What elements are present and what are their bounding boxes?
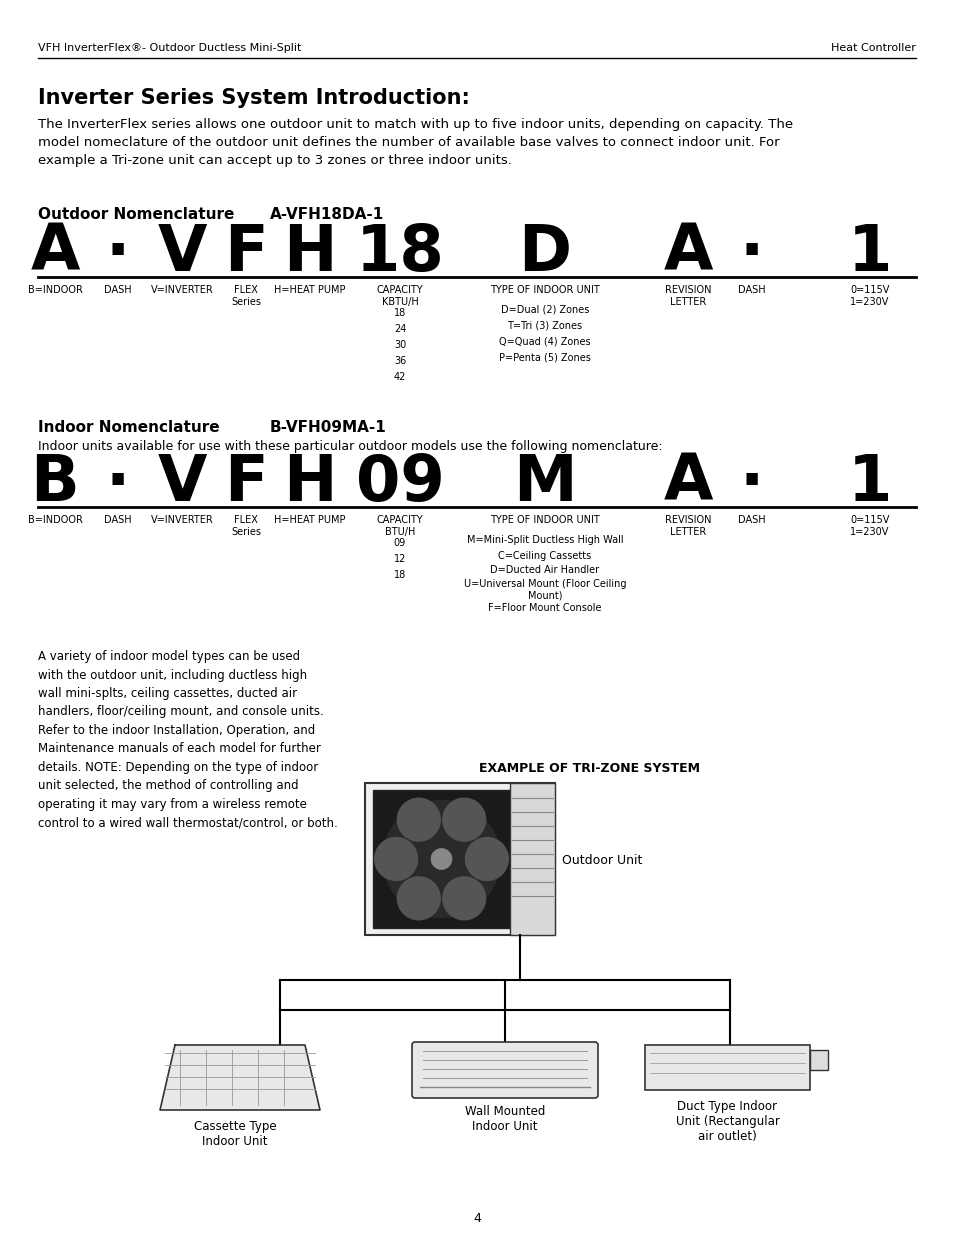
Text: 09: 09: [394, 538, 406, 548]
Text: FLEX
Series: FLEX Series: [231, 515, 261, 537]
Text: Indoor Nomenclature: Indoor Nomenclature: [38, 420, 219, 435]
Polygon shape: [160, 1045, 319, 1110]
Text: 09: 09: [355, 452, 444, 514]
Bar: [809, 1050, 827, 1070]
Text: DASH: DASH: [738, 285, 765, 295]
Text: Heat Controller: Heat Controller: [830, 43, 915, 53]
Text: TYPE OF INDOOR UNIT: TYPE OF INDOOR UNIT: [490, 515, 599, 525]
Text: A variety of indoor model types can be used
with the outdoor unit, including duc: A variety of indoor model types can be u…: [38, 650, 337, 830]
Circle shape: [383, 800, 499, 918]
Text: M=Mini-Split Ductless High Wall: M=Mini-Split Ductless High Wall: [466, 535, 622, 545]
Text: CAPACITY
KBTU/H: CAPACITY KBTU/H: [376, 285, 423, 308]
Text: ·: ·: [106, 452, 130, 514]
Text: V: V: [157, 222, 207, 284]
Text: A-VFH18DA-1: A-VFH18DA-1: [270, 207, 384, 222]
Text: D=Dual (2) Zones: D=Dual (2) Zones: [500, 305, 589, 315]
Text: Duct Type Indoor
Unit (Rectangular
air outlet): Duct Type Indoor Unit (Rectangular air o…: [675, 1100, 779, 1144]
Text: Inverter Series System Introduction:: Inverter Series System Introduction:: [38, 88, 470, 107]
Text: P=Penta (5) Zones: P=Penta (5) Zones: [498, 353, 590, 363]
Text: H=HEAT PUMP: H=HEAT PUMP: [274, 285, 345, 295]
Text: B: B: [30, 452, 79, 514]
Text: 18: 18: [355, 222, 444, 284]
Text: A: A: [662, 222, 712, 284]
Text: 18: 18: [394, 308, 406, 317]
Text: B=INDOOR: B=INDOOR: [28, 285, 82, 295]
FancyBboxPatch shape: [412, 1042, 598, 1098]
Text: B=INDOOR: B=INDOOR: [28, 515, 82, 525]
Text: H: H: [283, 222, 336, 284]
Text: REVISION
LETTER: REVISION LETTER: [664, 285, 711, 308]
Bar: [510, 783, 555, 935]
Text: H: H: [283, 452, 336, 514]
Text: 4: 4: [473, 1212, 480, 1224]
Circle shape: [396, 798, 440, 842]
Text: F: F: [224, 452, 268, 514]
Text: 18: 18: [394, 571, 406, 580]
Text: D=Ducted Air Handler: D=Ducted Air Handler: [490, 564, 598, 576]
Text: 24: 24: [394, 324, 406, 333]
Text: 1: 1: [847, 222, 891, 284]
Text: 36: 36: [394, 356, 406, 366]
Text: DASH: DASH: [104, 515, 132, 525]
Text: H=HEAT PUMP: H=HEAT PUMP: [274, 515, 345, 525]
Text: T=Tri (3) Zones: T=Tri (3) Zones: [507, 321, 582, 331]
Text: FLEX
Series: FLEX Series: [231, 285, 261, 308]
Text: Q=Quad (4) Zones: Q=Quad (4) Zones: [498, 337, 590, 347]
Text: B-VFH09MA-1: B-VFH09MA-1: [270, 420, 386, 435]
Text: 12: 12: [394, 555, 406, 564]
Text: V=INVERTER: V=INVERTER: [151, 285, 213, 295]
Text: EXAMPLE OF TRI-ZONE SYSTEM: EXAMPLE OF TRI-ZONE SYSTEM: [479, 762, 700, 776]
Text: Wall Mounted
Indoor Unit: Wall Mounted Indoor Unit: [464, 1105, 544, 1132]
Text: M: M: [513, 452, 577, 514]
Text: DASH: DASH: [104, 285, 132, 295]
Text: ·: ·: [106, 222, 130, 284]
Text: C=Ceiling Cassetts: C=Ceiling Cassetts: [497, 551, 591, 561]
Text: 1: 1: [847, 452, 891, 514]
Text: 0=115V
1=230V: 0=115V 1=230V: [849, 515, 889, 537]
Bar: [644, 1045, 809, 1091]
Text: ·: ·: [740, 452, 763, 514]
Text: A: A: [662, 452, 712, 514]
Text: The InverterFlex series allows one outdoor unit to match with up to five indoor : The InverterFlex series allows one outdo…: [38, 119, 792, 167]
Text: REVISION
LETTER: REVISION LETTER: [664, 515, 711, 537]
Text: F=Floor Mount Console: F=Floor Mount Console: [488, 603, 601, 613]
Text: TYPE OF INDOOR UNIT: TYPE OF INDOOR UNIT: [490, 285, 599, 295]
Text: ·: ·: [740, 222, 763, 284]
Circle shape: [441, 876, 486, 920]
Text: Cassette Type
Indoor Unit: Cassette Type Indoor Unit: [193, 1120, 276, 1149]
Text: CAPACITY
BTU/H: CAPACITY BTU/H: [376, 515, 423, 537]
Text: VFH InverterFlex®- Outdoor Ductless Mini-Split: VFH InverterFlex®- Outdoor Ductless Mini…: [38, 43, 301, 53]
Text: 0=115V
1=230V: 0=115V 1=230V: [849, 285, 889, 308]
Circle shape: [464, 837, 509, 881]
Text: DASH: DASH: [738, 515, 765, 525]
Text: V=INVERTER: V=INVERTER: [151, 515, 213, 525]
Text: D: D: [517, 222, 571, 284]
Text: 30: 30: [394, 340, 406, 350]
Text: Indoor units available for use with these particular outdoor models use the foll: Indoor units available for use with thes…: [38, 440, 662, 453]
Circle shape: [396, 876, 440, 920]
Text: A: A: [30, 222, 80, 284]
Text: F: F: [224, 222, 268, 284]
Bar: [373, 790, 510, 927]
Bar: [365, 783, 555, 935]
Circle shape: [431, 848, 452, 869]
Circle shape: [374, 837, 417, 881]
Text: Outdoor Unit: Outdoor Unit: [561, 853, 641, 867]
Text: Outdoor Nomenclature: Outdoor Nomenclature: [38, 207, 234, 222]
Circle shape: [441, 798, 486, 842]
Text: U=Universal Mount (Floor Ceiling
Mount): U=Universal Mount (Floor Ceiling Mount): [463, 579, 625, 600]
Text: 42: 42: [394, 372, 406, 382]
Text: V: V: [157, 452, 207, 514]
